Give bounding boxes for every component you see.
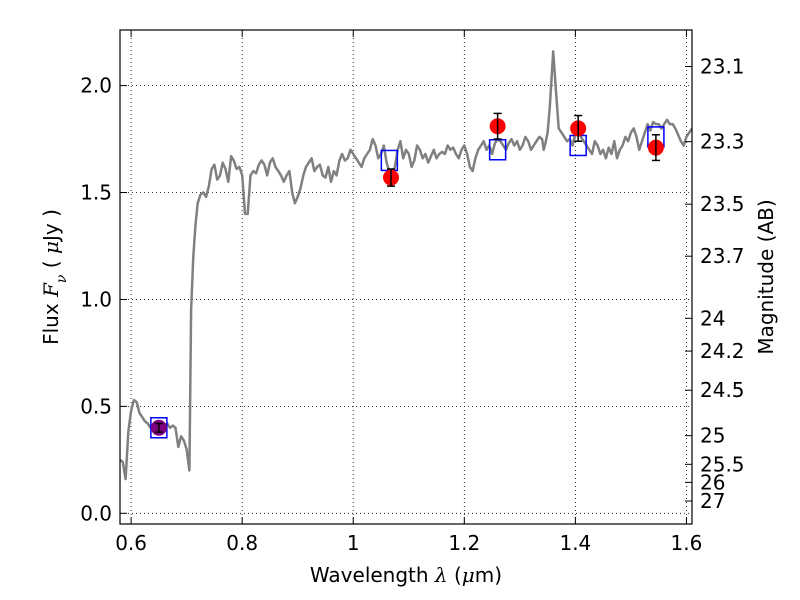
magnitude-tick-label: 24.2: [700, 339, 745, 363]
x-axis-title-prefix: Wavelength: [310, 563, 435, 587]
x-tick-label: 0.6: [115, 531, 147, 555]
y-tick-label: 0.5: [80, 394, 112, 418]
y-tick-label: 1.0: [80, 287, 112, 311]
x-tick-label: 1: [347, 531, 360, 555]
model-spectrum-layer: [120, 50, 692, 481]
observed-points-layer: [150, 112, 664, 436]
x-tick-label: 0.8: [226, 531, 258, 555]
magnitude-tick-label: 23.1: [700, 55, 745, 79]
y-axis-ticks: 0.0 0.5 1.0 1.5 2.0: [80, 74, 127, 525]
magnitude-tick-label: 24: [700, 306, 725, 330]
x-axis-ticks: 0.6 0.8 1 1.2 1.4 1.6: [115, 30, 702, 555]
y-tick-label: 0.0: [80, 501, 112, 525]
plot-frame: [119, 29, 693, 525]
grid-lines: [120, 30, 692, 524]
magnitude-tick-label: 23.5: [700, 192, 745, 216]
y-axis-title-unit-symbol: μ: [39, 241, 63, 254]
y-axis-title-prefix: Flux: [39, 297, 63, 345]
magnitude-tick-label: 23.7: [700, 244, 745, 268]
x-tick-label: 1.6: [671, 531, 703, 555]
x-axis-title: Wavelength λ (μm): [310, 563, 502, 587]
y-axis-title-symbol: F: [39, 282, 63, 298]
x-axis-title-unit: m): [475, 563, 502, 587]
magnitude-tick-label: 26: [700, 470, 725, 494]
y-axis-title: Flux Fν ( μJy ): [39, 209, 70, 345]
magnitude-tick-label: 25.5: [700, 452, 745, 476]
y-tick-label: 1.5: [80, 181, 112, 205]
magnitude-tick-label: 25: [700, 424, 725, 448]
x-tick-label: 1.4: [559, 531, 591, 555]
model-spectrum-line: [120, 50, 692, 481]
plot-area: [119, 29, 693, 525]
y-tick-label: 2.0: [80, 74, 112, 98]
x-axis-title-open: (: [448, 563, 462, 587]
x-tick-label: 1.2: [448, 531, 480, 555]
magnitude-tick-label: 27: [700, 489, 725, 513]
y-axis-title-open: (: [39, 254, 63, 275]
magnitude-tick-label: 24.5: [700, 378, 745, 402]
magnitude-axis-title: Magnitude (AB): [754, 199, 778, 354]
x-axis-title-unit-symbol: μ: [462, 563, 475, 587]
y-axis-title-subscript: ν: [54, 274, 70, 283]
x-axis-title-symbol: λ: [434, 563, 448, 587]
magnitude-tick-label: 23.3: [700, 130, 745, 154]
y-axis-title-unit: Jy ): [39, 209, 63, 243]
